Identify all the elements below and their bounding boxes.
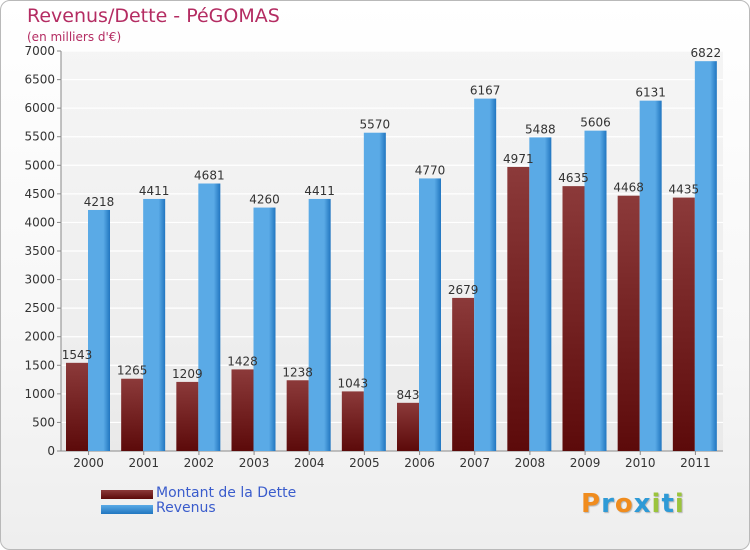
y-tick-label: 0: [47, 444, 55, 458]
bar-revenus-2001: [143, 198, 166, 451]
data-label-dette-2011: 4435: [669, 183, 700, 197]
y-tick-label: 6000: [24, 101, 55, 115]
data-label-revenus-2005: 5570: [360, 118, 391, 132]
data-label-revenus-2007: 6167: [470, 84, 501, 98]
bar-revenus-2003: [253, 207, 276, 451]
bar-dette-2008: [507, 166, 530, 451]
proxiti-logo: Proxiti: [581, 489, 685, 519]
x-axis: 2000 2001 2002 2003 2004 2005 2006 2007 2008 2009…: [73, 451, 711, 470]
legend-label-revenus: Revenus: [156, 500, 216, 516]
chart-title: Revenus/Dette - PéGOMAS: [27, 5, 280, 27]
data-label-dette-2002: 1209: [172, 367, 203, 381]
bar-revenus-2002: [198, 183, 221, 451]
bar-dette-2005: [341, 391, 364, 451]
data-label-dette-2001: 1265: [117, 364, 148, 378]
x-tick-label-2008: 2008: [515, 456, 546, 470]
data-labels: 1543 4218 1265 4411 1209 4681 1428 4260 1238 4411…: [62, 46, 721, 402]
data-label-revenus-2006: 4770: [415, 163, 446, 177]
bar-dette-2000: [66, 362, 88, 451]
y-tick-label: 3000: [24, 273, 55, 287]
data-label-dette-2009: 4635: [558, 171, 589, 185]
bar-revenus-2011: [694, 61, 717, 452]
bar-revenus-2004: [308, 198, 331, 451]
y-tick-label: 5000: [24, 158, 55, 172]
bar-revenus-2000: [88, 209, 110, 451]
y-tick-label: 1000: [24, 387, 55, 401]
data-label-dette-2003: 1428: [227, 354, 258, 368]
bar-dette-2004: [286, 380, 309, 451]
x-tick-label-2006: 2006: [404, 456, 435, 470]
data-label-dette-2000: 1543: [62, 348, 93, 362]
x-tick-label-2010: 2010: [625, 456, 656, 470]
logo-letter: i: [674, 489, 685, 519]
data-label-revenus-2010: 6131: [635, 86, 666, 100]
y-tick-label: 2500: [24, 301, 55, 315]
logo-letter: P: [581, 489, 602, 519]
bar-revenus-2008: [529, 137, 552, 451]
data-label-dette-2008: 4971: [503, 152, 534, 166]
data-label-revenus-2000: 4218: [84, 195, 115, 209]
bar-revenus-2006: [419, 178, 441, 451]
data-label-revenus-2011: 6822: [691, 46, 722, 60]
x-tick-label-2002: 2002: [184, 456, 215, 470]
logo-letter: t: [661, 489, 675, 519]
y-tick-label: 3500: [24, 244, 55, 258]
chart-subtitle: (en milliers d'€): [27, 30, 122, 44]
x-tick-label-2009: 2009: [570, 456, 601, 470]
y-tick-label: 4000: [24, 215, 55, 229]
bar-revenus-2009: [584, 130, 607, 451]
x-tick-label-2011: 2011: [680, 456, 711, 470]
logo-letter: x: [633, 489, 652, 519]
logo-letter: r: [601, 489, 615, 519]
y-axis: 0 500 1000 1500 2000 2500 3000 3500 4000 4500 5000…: [24, 44, 723, 458]
bar-dette-2003: [231, 369, 254, 451]
y-tick-label: 1500: [24, 358, 55, 372]
data-label-revenus-2003: 4260: [249, 193, 280, 207]
gridlines: [61, 50, 723, 452]
y-tick-label: 6500: [24, 73, 55, 87]
y-tick-label: 500: [32, 415, 55, 429]
legend-swatch-revenus: [101, 505, 153, 514]
y-tick-label: 2000: [24, 330, 55, 344]
data-label-revenus-2009: 5606: [580, 116, 611, 130]
x-tick-label-2003: 2003: [239, 456, 270, 470]
x-tick-label-2004: 2004: [294, 456, 325, 470]
logo-letter: o: [614, 489, 634, 519]
data-label-revenus-2004: 4411: [304, 184, 335, 198]
bar-dette-2010: [617, 195, 640, 451]
x-tick-label-2007: 2007: [459, 456, 490, 470]
data-label-revenus-2008: 5488: [525, 122, 556, 136]
x-tick-label-2005: 2005: [349, 456, 380, 470]
bar-dette-2009: [562, 186, 585, 451]
legend-swatch-dette: [101, 490, 153, 499]
data-label-revenus-2001: 4411: [139, 184, 170, 198]
data-label-dette-2007: 2679: [448, 283, 479, 297]
x-tick-label-2000: 2000: [73, 456, 104, 470]
data-label-dette-2004: 1238: [282, 365, 313, 379]
bar-dette-2002: [176, 381, 199, 451]
data-label-revenus-2002: 4681: [194, 169, 225, 183]
bar-dette-2006: [397, 402, 419, 451]
bar-dette-2007: [452, 297, 475, 451]
logo-letter: i: [651, 489, 662, 519]
data-label-dette-2005: 1043: [338, 376, 369, 390]
bars: [66, 61, 717, 452]
y-tick-label: 5500: [24, 130, 55, 144]
bar-revenus-2010: [639, 100, 662, 452]
data-label-dette-2006: 843: [397, 388, 420, 402]
y-tick-label: 7000: [24, 44, 55, 58]
data-label-dette-2010: 4468: [613, 181, 644, 195]
bar-dette-2011: [672, 197, 695, 451]
y-tick-label: 4500: [24, 187, 55, 201]
x-tick-label-2001: 2001: [128, 456, 159, 470]
bar-revenus-2007: [474, 98, 497, 451]
bar-revenus-2005: [363, 132, 386, 451]
legend-label-dette: Montant de la Dette: [156, 485, 297, 501]
bar-dette-2001: [121, 378, 144, 451]
